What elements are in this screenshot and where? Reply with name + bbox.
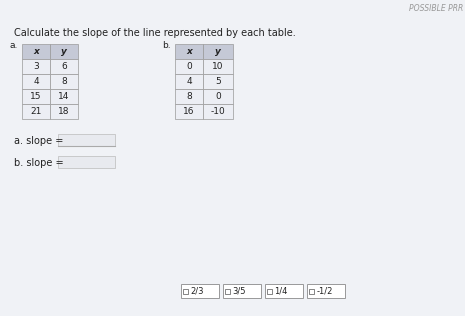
Bar (306, 284, 345, 298)
Bar (265, 284, 303, 298)
Bar (309, 289, 314, 294)
Text: 10: 10 (212, 62, 224, 71)
Text: Calculate the slope of the line represented by each table.: Calculate the slope of the line represen… (14, 28, 296, 38)
Text: 2/3: 2/3 (191, 287, 204, 295)
Text: 14: 14 (58, 92, 70, 101)
Text: -1/2: -1/2 (317, 287, 333, 295)
Bar (203, 44, 233, 59)
Text: a.: a. (10, 41, 18, 50)
Bar (50, 74, 78, 89)
Text: y: y (61, 47, 67, 56)
Bar (203, 104, 233, 119)
Bar (225, 289, 230, 294)
Bar (175, 44, 203, 59)
Text: 8: 8 (186, 92, 192, 101)
Text: 3/5: 3/5 (232, 287, 246, 295)
Text: 0: 0 (215, 92, 221, 101)
Bar (22, 59, 50, 74)
Bar (175, 74, 203, 89)
Bar (50, 59, 78, 74)
Bar (22, 74, 50, 89)
Bar (203, 74, 233, 89)
Text: 4: 4 (186, 77, 192, 86)
Bar (175, 104, 203, 119)
Text: -10: -10 (211, 107, 226, 116)
Text: b.: b. (162, 41, 171, 50)
Text: 0: 0 (186, 62, 192, 71)
Bar (267, 289, 272, 294)
Text: POSSIBLE PRR: POSSIBLE PRR (409, 4, 463, 13)
Bar (22, 104, 50, 119)
Bar (183, 289, 188, 294)
Bar (180, 284, 219, 298)
Bar (175, 89, 203, 104)
Text: 6: 6 (61, 62, 67, 71)
Bar (58, 134, 115, 146)
Bar (22, 89, 50, 104)
Bar (203, 59, 233, 74)
Bar (58, 156, 115, 168)
Text: 8: 8 (61, 77, 67, 86)
Text: 3: 3 (33, 62, 39, 71)
Bar (50, 89, 78, 104)
Bar (222, 284, 260, 298)
Text: x: x (186, 47, 192, 56)
Bar (203, 89, 233, 104)
Bar (50, 104, 78, 119)
Text: x: x (33, 47, 39, 56)
Text: 21: 21 (30, 107, 42, 116)
Text: 5: 5 (215, 77, 221, 86)
Text: y: y (215, 47, 221, 56)
Text: a. slope =: a. slope = (14, 136, 63, 146)
Text: 1/4: 1/4 (274, 287, 288, 295)
Bar (175, 59, 203, 74)
Text: 15: 15 (30, 92, 42, 101)
Text: 4: 4 (33, 77, 39, 86)
Text: b. slope =: b. slope = (14, 158, 64, 168)
Text: 18: 18 (58, 107, 70, 116)
Bar (50, 44, 78, 59)
Text: 16: 16 (183, 107, 195, 116)
Bar (22, 44, 50, 59)
